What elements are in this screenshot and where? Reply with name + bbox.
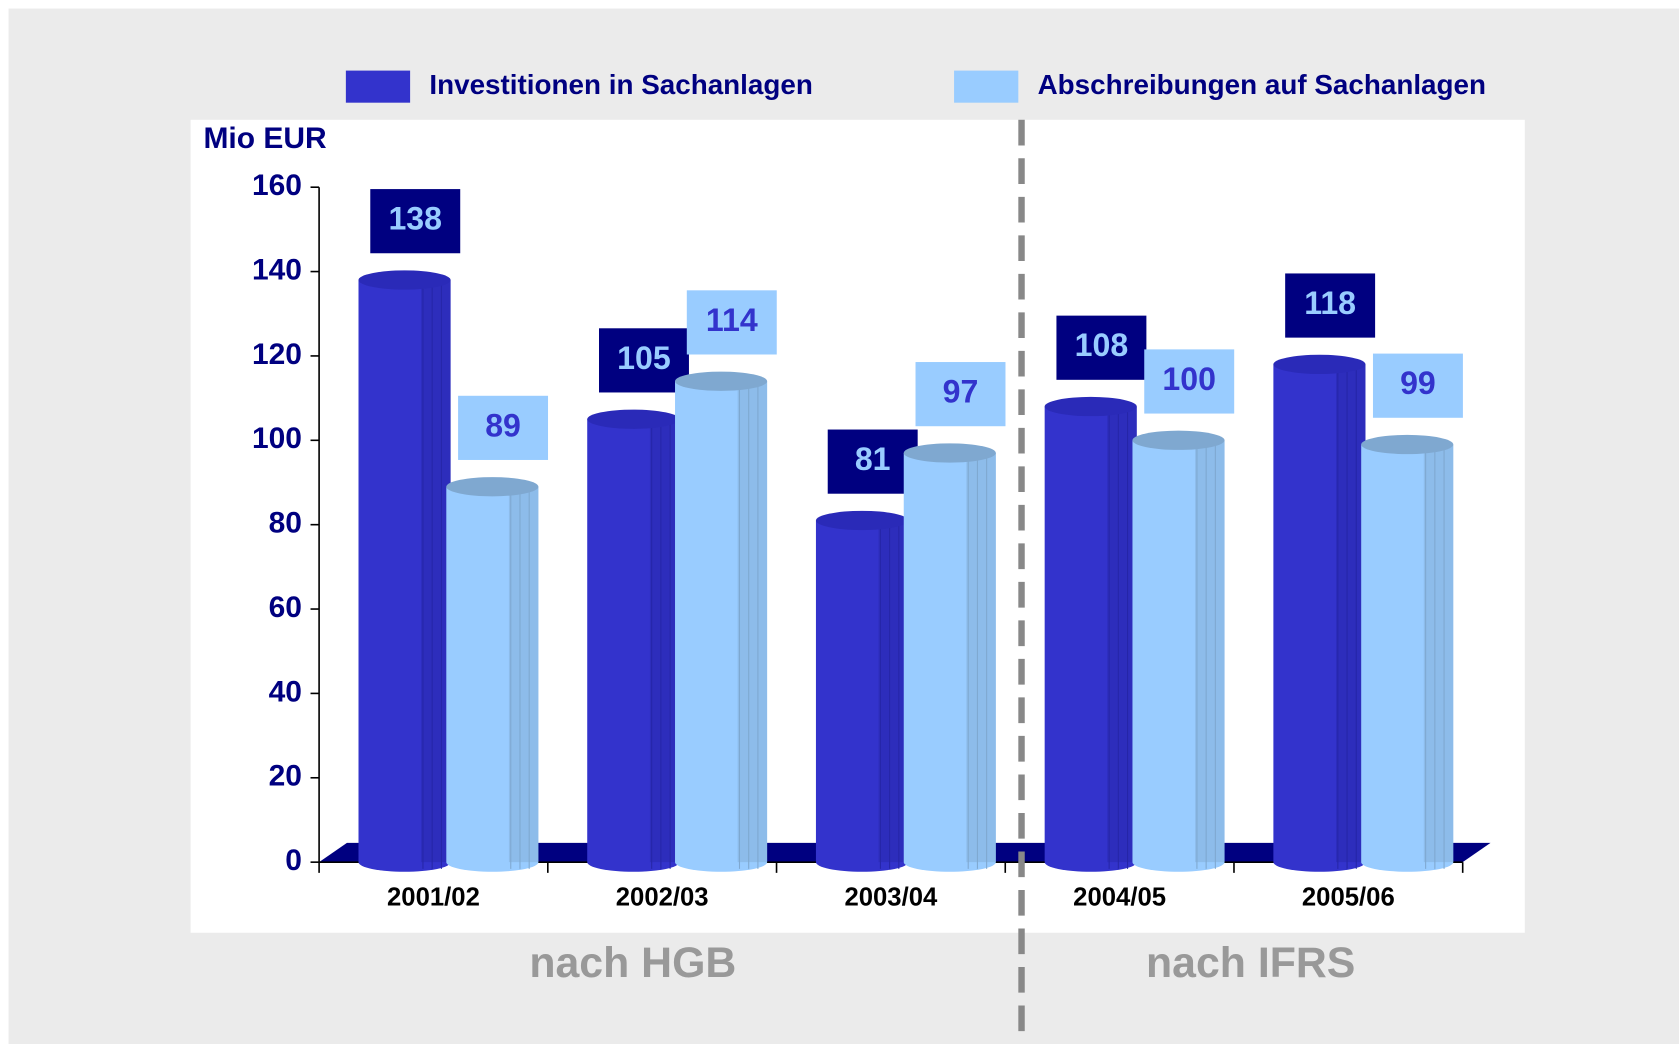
x-tick-label: 2002/03 (616, 883, 709, 911)
legend-label: Investitionen in Sachanlagen (429, 69, 812, 100)
value-label-box (1285, 273, 1376, 338)
bar-shadow (966, 452, 996, 863)
annotation: nach IFRS (1146, 939, 1355, 987)
value-label-box (1144, 349, 1235, 414)
x-tick-label: 2004/05 (1073, 883, 1166, 911)
bar-shadow (1423, 444, 1454, 863)
bar-shadow (508, 486, 539, 863)
value-label-box (1056, 315, 1147, 380)
legend-label: Abschreibungen auf Sachanlagen (1038, 69, 1486, 100)
bar (587, 419, 680, 872)
value-label-box (599, 328, 689, 393)
bar-cap (903, 443, 996, 463)
value-label-box (1372, 353, 1463, 418)
bar-cap (358, 270, 451, 290)
bar-shadow (421, 280, 451, 863)
y-tick-label: 100 (252, 422, 302, 455)
bar-cap (675, 371, 768, 391)
bar (1132, 440, 1225, 872)
bar (1361, 444, 1454, 872)
annotation: nach HGB (529, 939, 736, 987)
value-label: 81 (855, 441, 891, 477)
y-tick-label: 160 (252, 169, 302, 202)
value-label: 99 (1400, 365, 1436, 401)
bar-cap (1132, 430, 1225, 450)
value-label-box (915, 362, 1006, 427)
bar-cap (1361, 434, 1454, 455)
x-tick-label: 2005/06 (1302, 883, 1395, 911)
bar-cap (587, 409, 680, 429)
bar (815, 520, 909, 872)
x-tick-label: 2003/04 (844, 883, 938, 911)
y-tick-label: 80 (269, 507, 302, 540)
bar (358, 280, 451, 872)
y-tick-label: 120 (252, 338, 302, 371)
bar (1044, 406, 1137, 872)
bar (446, 486, 539, 872)
bar-shadow (878, 520, 909, 863)
y-tick-label: 0 (285, 844, 302, 877)
value-label: 138 (388, 201, 442, 237)
value-label-box (370, 189, 461, 254)
legend-swatch (345, 70, 411, 103)
y-tick-label: 40 (269, 675, 302, 708)
bar-shadow (649, 419, 680, 863)
bar-shadow (1107, 406, 1137, 863)
bar-cap (1044, 396, 1137, 417)
y-tick-label: 140 (252, 253, 302, 286)
value-label: 97 (943, 374, 979, 410)
legend-swatch (954, 70, 1019, 103)
value-label-box (827, 429, 918, 494)
bar-shadow (1195, 440, 1225, 863)
y-axis-label: Mio EUR (203, 122, 327, 155)
value-label: 108 (1075, 327, 1129, 363)
x-tick-label: 2001/02 (387, 883, 480, 911)
bar-cap (1273, 354, 1366, 374)
bar (1273, 364, 1366, 872)
y-tick-label: 60 (269, 591, 302, 624)
value-label: 100 (1162, 361, 1216, 397)
value-label: 105 (617, 340, 671, 376)
bar-shadow (737, 381, 768, 863)
y-tick-label: 20 (269, 760, 302, 793)
value-label: 118 (1304, 285, 1356, 321)
bar (903, 452, 996, 872)
value-label-box (686, 290, 777, 355)
value-label: 89 (485, 407, 521, 443)
bar-cap (446, 477, 539, 497)
bar-cap (815, 510, 909, 531)
bar (675, 381, 768, 872)
bar-shadow (1336, 364, 1366, 863)
value-label-box (458, 395, 549, 460)
value-label: 114 (706, 302, 758, 338)
